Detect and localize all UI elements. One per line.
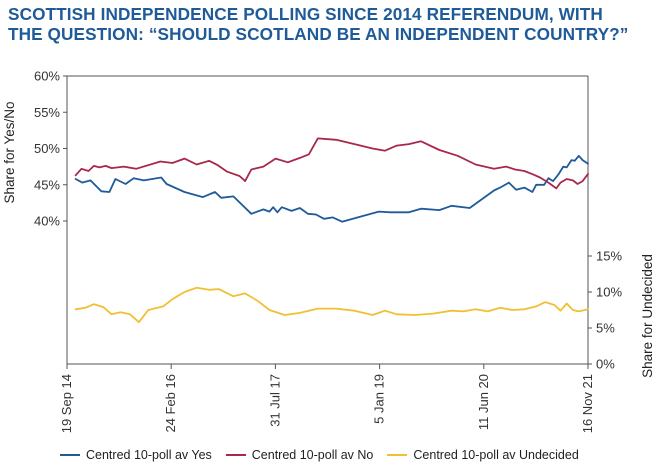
series-line-centred-10-poll-av-no <box>74 137 589 190</box>
legend-label: Centred 10-poll av No <box>251 448 374 462</box>
chart-title-line-2: THE QUESTION: “SHOULD SCOTLAND BE AN IND… <box>8 24 629 44</box>
x-tick-label: 31 Jul 17 <box>267 374 282 427</box>
x-tick-label: 19 Sep 14 <box>59 374 74 433</box>
y-tick-label-left: 50% <box>34 141 60 156</box>
legend-label: Centred 10-poll av Undecided <box>413 448 579 462</box>
legend-label: Centred 10-poll av Yes <box>86 448 212 462</box>
chart-legend: Centred 10-poll av Yes Centred 10-poll av… <box>60 446 579 464</box>
x-tick-label: 11 Jun 20 <box>476 374 491 430</box>
y-tick-label-right: 0% <box>596 357 615 372</box>
y-tick-label-left: 60% <box>34 69 60 84</box>
y-tick-label-right: 10% <box>596 285 622 300</box>
series-line-centred-10-poll-av-undecided <box>74 286 589 324</box>
y-axis-label-right: Share for Undecided <box>640 254 655 378</box>
legend-item-centred-10-poll-av-yes: Centred 10-poll av Yes <box>60 448 212 462</box>
y-axis-label-left: Share for Yes/No <box>2 101 17 203</box>
x-tick-label: 5 Jan 19 <box>372 374 387 424</box>
series-line-centred-10-poll-av-yes <box>74 154 589 223</box>
y-tick-label-right: 5% <box>596 321 615 336</box>
x-tick-label: 24 Feb 16 <box>163 374 178 433</box>
legend-item-centred-10-poll-av-undecided: Centred 10-poll av Undecided <box>387 448 579 462</box>
legend-swatch <box>60 454 80 456</box>
chart-title-line-1: SCOTTISH INDEPENDENCE POLLING SINCE 2014… <box>8 4 603 24</box>
legend-swatch <box>225 454 246 456</box>
y-tick-label-left: 40% <box>34 214 60 229</box>
y-tick-label-left: 55% <box>34 105 60 120</box>
chart-title: SCOTTISH INDEPENDENCE POLLING SINCE 2014… <box>8 4 648 44</box>
y-tick-label-left: 45% <box>34 177 60 192</box>
x-tick-label: 16 Nov 21 <box>580 374 595 433</box>
y-tick-label-right: 15% <box>596 249 622 264</box>
legend-swatch <box>387 454 408 456</box>
legend-item-centred-10-poll-av-no: Centred 10-poll av No <box>225 448 374 462</box>
